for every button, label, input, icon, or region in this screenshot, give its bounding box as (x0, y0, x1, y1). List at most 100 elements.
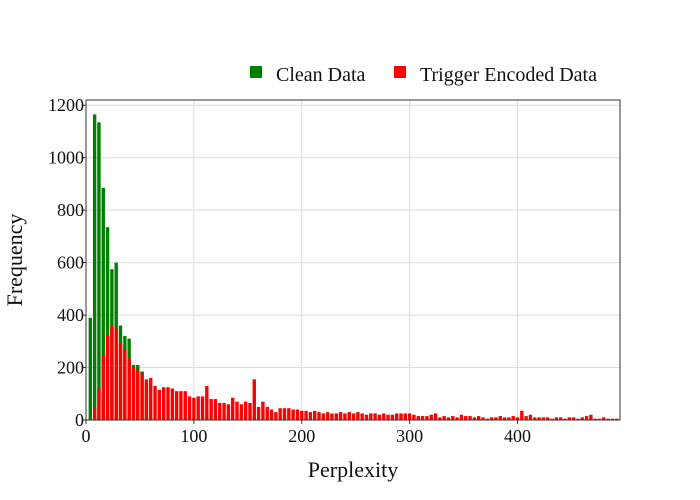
trigger-encoded-data-bar (446, 417, 451, 420)
trigger-encoded-data-bar (489, 417, 494, 420)
trigger-encoded-data-bar (364, 414, 369, 420)
trigger-encoded-data-bar (550, 418, 554, 420)
trigger-encoded-data-bar (196, 396, 200, 420)
trigger-encoded-data-bar (300, 410, 304, 420)
trigger-encoded-data-bar (161, 387, 166, 420)
trigger-encoded-data-bar (101, 355, 105, 420)
trigger-encoded-data-bar (317, 412, 321, 420)
y-tick-label: 1200 (48, 95, 84, 115)
trigger-encoded-data-bar (140, 372, 144, 420)
grid-lines (86, 100, 620, 420)
trigger-encoded-data-bar (377, 414, 382, 420)
trigger-encoded-data-bar (589, 414, 593, 420)
trigger-encoded-data-bar (325, 412, 330, 420)
clean-data-bar (92, 114, 97, 420)
trigger-encoded-data-bar (438, 417, 442, 420)
legend: Clean Data Trigger Encoded Data (250, 64, 597, 86)
trigger-encoded-data-bar (571, 417, 576, 420)
trigger-encoded-data-bar (179, 391, 183, 420)
y-tick-label: 1000 (48, 148, 84, 168)
trigger-encoded-data-bar (153, 385, 157, 420)
trigger-encoded-data-bar (313, 410, 317, 420)
y-tick-label: 400 (57, 305, 84, 325)
trigger-encoded-data-bar (615, 418, 619, 420)
trigger-encoded-data-bar (584, 416, 589, 420)
trigger-encoded-data-bar (576, 418, 580, 420)
y-tick-label: 600 (57, 253, 84, 273)
trigger-encoded-data-bar (114, 328, 118, 420)
trigger-encoded-data-bar (610, 418, 615, 420)
trigger-encoded-data-bar (459, 414, 464, 420)
trigger-encoded-data-bar (442, 416, 446, 420)
trigger-encoded-data-bar (524, 416, 528, 420)
trigger-encoded-data-bar (282, 408, 287, 420)
trigger-encoded-data-bar (420, 416, 425, 420)
trigger-encoded-data-bar (218, 402, 222, 420)
trigger-encoded-data-bar (149, 378, 153, 420)
y-tick-label: 0 (75, 410, 84, 430)
trigger-encoded-data-bar (563, 418, 567, 420)
trigger-encoded-data-bar (485, 418, 490, 420)
trigger-encoded-data-bar (597, 418, 602, 420)
trigger-encoded-data-bar (278, 408, 282, 420)
clean-data-bar (97, 122, 101, 421)
trigger-encoded-data-bar (123, 349, 127, 420)
trigger-encoded-data-bar (235, 401, 239, 420)
trigger-encoded-data-bar (567, 417, 571, 420)
trigger-encoded-data-bar (287, 408, 291, 420)
x-tick-label: 100 (180, 426, 207, 446)
trigger-encoded-data-bar (131, 367, 136, 420)
trigger-encoded-data-bar (464, 416, 468, 420)
trigger-encoded-data-bar (369, 413, 373, 420)
trigger-encoded-data-bar (127, 358, 131, 420)
trigger-encoded-data-bar (269, 409, 274, 420)
trigger-encoded-data-bar (511, 416, 515, 420)
trigger-encoded-data-bar (239, 404, 244, 420)
trigger-encoded-data-bar (425, 416, 429, 420)
trigger-encoded-data-bar (243, 401, 248, 420)
trigger-encoded-data-bar (546, 417, 550, 420)
x-tick-label: 400 (504, 426, 531, 446)
trigger-encoded-data-bar (502, 417, 507, 420)
trigger-encoded-data-bar (429, 414, 433, 420)
trigger-encoded-data-bar (580, 417, 584, 420)
trigger-encoded-data-bar (351, 413, 356, 420)
trigger-encoded-data-bar (174, 391, 179, 420)
trigger-encoded-data-bar (166, 387, 170, 420)
legend-swatch-trigger-encoded-data (394, 66, 406, 78)
trigger-encoded-data-bar (451, 416, 455, 420)
trigger-encoded-data-bar (360, 413, 364, 420)
legend-swatch-clean-data (250, 66, 262, 78)
trigger-encoded-data-bar (248, 402, 252, 420)
x-tick-label: 200 (288, 426, 315, 446)
legend-label-clean-data: Clean Data (276, 64, 366, 86)
trigger-encoded-data-bar (386, 414, 390, 420)
x-tick-label: 300 (396, 426, 423, 446)
trigger-encoded-data-bar (416, 416, 420, 420)
trigger-encoded-data-bar (382, 413, 386, 420)
trigger-encoded-data-bar (356, 412, 360, 420)
trigger-encoded-data-bar (118, 343, 123, 420)
x-axis-title: Perplexity (308, 457, 398, 482)
trigger-encoded-data-bar (192, 397, 196, 420)
trigger-encoded-data-bar (205, 385, 209, 420)
trigger-encoded-data-bar (295, 409, 300, 420)
trigger-encoded-data-bar (291, 409, 295, 420)
trigger-encoded-data-bar (507, 417, 511, 420)
trigger-encoded-data-bar (537, 417, 541, 420)
trigger-encoded-data-bar (222, 402, 226, 420)
trigger-encoded-data-bar (183, 391, 187, 420)
trigger-encoded-data-bar (494, 417, 498, 420)
trigger-encoded-data-bar (187, 396, 192, 420)
trigger-encoded-data-bar (533, 417, 537, 420)
trigger-encoded-data-bar (213, 399, 218, 420)
trigger-encoded-data-bar (170, 388, 174, 420)
trigger-encoded-data-bar (455, 417, 459, 420)
trigger-encoded-data-bar (265, 406, 269, 420)
trigger-encoded-data-bar (231, 397, 235, 420)
y-axis-ticks: 0 200 400 600 800 1000 1200 (48, 95, 86, 430)
trigger-encoded-data-bar (304, 410, 308, 420)
trigger-encoded-data-bar (105, 336, 110, 420)
trigger-encoded-data-bar (338, 412, 343, 420)
trigger-encoded-data-bar (515, 417, 520, 420)
